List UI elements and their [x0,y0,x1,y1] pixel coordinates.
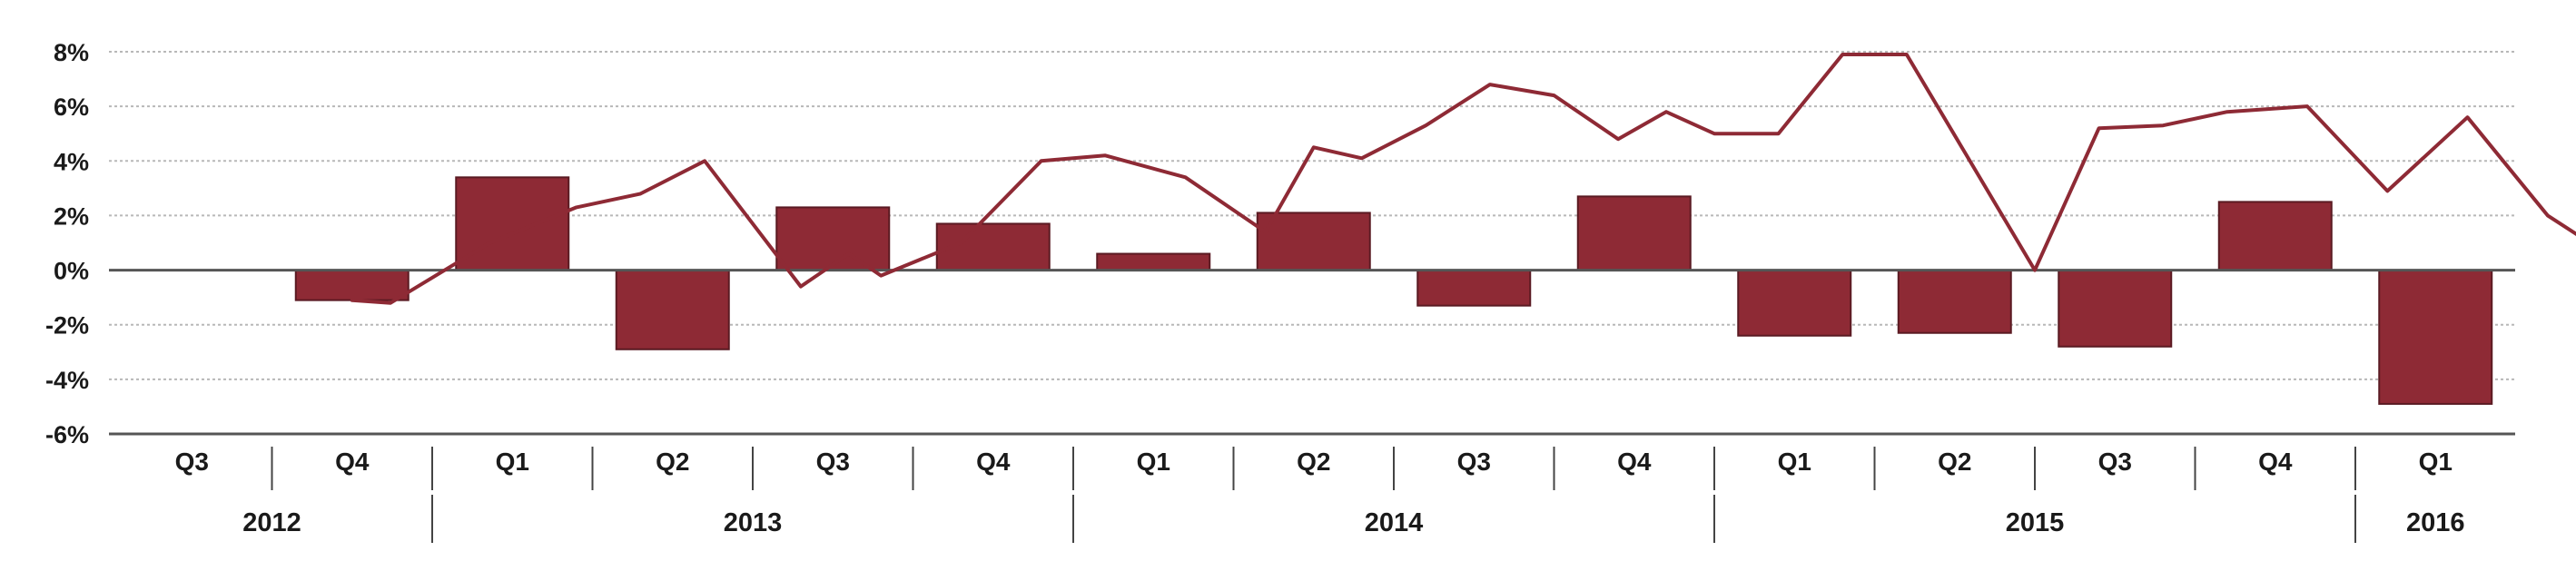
bar [294,269,410,301]
y-tick-label: -6% [45,421,89,448]
x-tick-label: Q3 [816,448,850,476]
bar [1576,195,1692,271]
x-tick-label: Q4 [2258,448,2293,476]
year-label: 2015 [2006,508,2065,537]
bar [2217,201,2333,271]
bar [1256,212,1371,271]
bars [294,176,2493,405]
y-tick-label: 4% [54,148,89,175]
x-tick-label: Q3 [1457,448,1491,476]
bar [775,206,891,271]
line-series-path [350,53,2576,305]
x-tick-label: Q4 [976,448,1011,476]
bar [2378,269,2493,405]
x-tick-label: Q2 [1297,448,1330,476]
bar [2058,269,2173,348]
x-axis-ticks: Q3 Q4 Q1 Q2 Q3 Q4 Q1 Q2 Q3 Q4 Q1 Q2 Q3 Q4 Q1 [175,447,2453,490]
x-tick-label: Q4 [1617,448,1652,476]
bar [615,269,730,350]
y-tick-label: 6% [54,94,89,121]
bar [1897,269,2012,334]
y-tick-label: 2% [54,202,89,230]
y-tick-label: -2% [45,312,89,340]
bar [1416,269,1532,307]
year-labels: 2012 2013 2014 2015 2016 [242,495,2465,543]
y-tick-label: -4% [45,367,89,394]
x-tick-label: Q1 [1778,448,1811,476]
x-tick-label: Q1 [496,448,529,476]
x-tick-label: Q3 [175,448,209,476]
bar [1737,269,1852,337]
y-tick-label: 0% [54,258,89,285]
line-series [350,53,2576,305]
axes [109,269,2515,436]
bar [1096,252,1211,271]
bar [455,176,570,271]
y-tick-label: 8% [54,39,89,66]
y-axis-ticks: 8% 6% 4% 2% 0% -2% -4% -6% [45,39,89,448]
year-label: 2014 [1365,508,1424,537]
x-tick-label: Q2 [656,448,689,476]
x-tick-label: Q4 [335,448,370,476]
year-label: 2013 [724,508,783,537]
x-tick-label: Q1 [1137,448,1170,476]
year-label: 2012 [242,508,301,537]
x-tick-label: Q3 [2098,448,2132,476]
x-tick-label: Q2 [1938,448,1971,476]
year-label: 2016 [2406,508,2465,537]
x-tick-label: Q1 [2419,448,2453,476]
